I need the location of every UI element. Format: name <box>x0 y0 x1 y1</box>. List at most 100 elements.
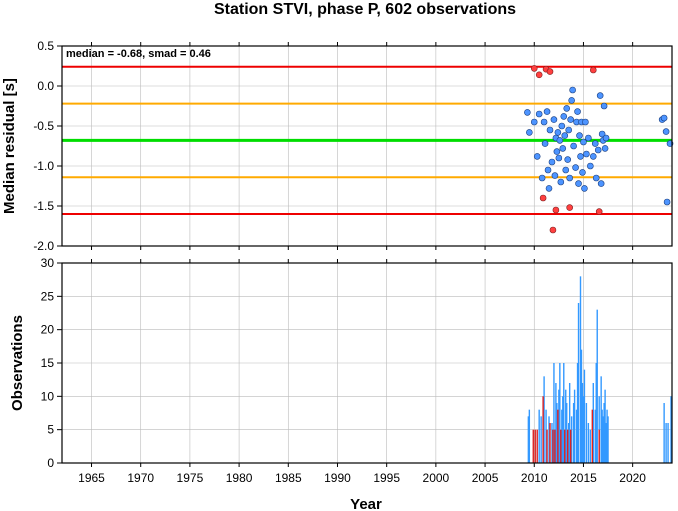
residual-point <box>555 154 563 162</box>
residual-point <box>575 180 582 187</box>
observation-bar <box>583 369 586 463</box>
x-tick-label: 1990 <box>324 471 351 485</box>
chart-title: Station STVI, phase P, 602 observations <box>214 1 516 18</box>
observation-bar <box>580 349 583 463</box>
residual-point <box>585 134 592 142</box>
residual-point <box>660 114 668 122</box>
residual-point <box>598 130 606 138</box>
observation-bar <box>605 423 607 463</box>
observation-bar <box>572 403 575 463</box>
observation-bar <box>670 396 672 463</box>
observation-bar <box>576 363 579 463</box>
residual-point <box>580 138 587 146</box>
residual-point <box>538 174 546 182</box>
residual-point <box>543 108 551 115</box>
residual-point <box>546 126 554 134</box>
observation-bar <box>553 363 555 463</box>
residual-y-tick-label: -1.5 <box>33 199 54 213</box>
residual-point <box>597 180 605 187</box>
plot-frame <box>61 262 673 464</box>
residual-point <box>553 148 561 155</box>
outlier-observation-bar <box>542 396 544 463</box>
residual-point <box>554 129 562 136</box>
x-tick-label: 1985 <box>275 471 302 485</box>
residual-point <box>600 102 608 110</box>
median-smad-annotation: median = -0.68, smad = 0.46 <box>66 48 211 60</box>
residual-point <box>596 92 604 99</box>
outlier-observation-bar <box>560 429 562 463</box>
residual-point <box>535 110 543 118</box>
observations-y-tick-label: 30 <box>41 256 55 270</box>
x-tick-label: 2015 <box>570 471 597 485</box>
residual-point <box>581 185 588 192</box>
observation-bar <box>565 389 567 463</box>
residual-point <box>577 153 584 160</box>
outlier-point <box>589 66 597 74</box>
outlier-point <box>546 68 554 75</box>
outlier-point <box>552 206 560 214</box>
x-tick-label: 1965 <box>78 471 105 485</box>
observation-bar <box>582 396 585 463</box>
outlier-observation-bar <box>532 429 534 463</box>
observation-bar <box>551 423 553 463</box>
outlier-point <box>566 204 573 211</box>
observation-bar <box>538 409 540 463</box>
residual-point <box>545 185 553 192</box>
observations-y-tick-label: 0 <box>47 456 54 470</box>
residual-point <box>572 164 579 171</box>
residual-point <box>589 153 597 160</box>
residual-y-tick-label: -0.5 <box>33 119 54 133</box>
observation-bar <box>540 416 542 463</box>
residual-point <box>583 150 590 158</box>
outlier-point <box>530 65 538 72</box>
outlier-observation-bar <box>557 409 559 463</box>
observation-bar <box>559 363 561 463</box>
observation-bar <box>594 409 596 463</box>
x-tick-label: 2000 <box>423 471 450 485</box>
outlier-point <box>539 194 547 202</box>
observations-y-tick-label: 15 <box>41 356 55 370</box>
residual-point <box>559 145 567 152</box>
observation-bar <box>561 409 563 463</box>
residual-y-tick-label: 0.0 <box>37 79 54 93</box>
residual-point <box>602 134 610 142</box>
residual-point <box>541 140 549 147</box>
observation-bar <box>577 303 580 463</box>
residual-y-tick-label: -1.0 <box>33 159 54 173</box>
outlier-observation-bar <box>564 429 566 463</box>
observation-bar <box>596 309 598 463</box>
residual-point <box>594 146 602 154</box>
x-tick-label: 2010 <box>521 471 548 485</box>
observations-y-axis-label: Observations <box>9 315 26 411</box>
x-tick-label: 2020 <box>619 471 646 485</box>
x-tick-label: 2005 <box>472 471 499 485</box>
residual-y-tick-label: -2.0 <box>33 239 54 253</box>
observation-bar <box>567 423 570 463</box>
observation-bar <box>601 409 603 463</box>
residual-point <box>526 129 533 136</box>
observation-bar <box>570 416 573 463</box>
residual-point <box>576 132 583 139</box>
observation-bar <box>556 403 558 463</box>
residual-point <box>663 198 671 206</box>
outlier-observation-bar <box>549 423 551 463</box>
residual-panel: 0.5 0.0 -0.5 -1.0 -1.5 -2.0 <box>33 39 674 253</box>
observations-y-tick-label: 25 <box>41 289 55 303</box>
residual-point <box>560 113 568 120</box>
outlier-observation-bar <box>534 429 536 463</box>
residual-point <box>662 128 670 135</box>
residual-point <box>569 86 576 94</box>
observations-y-tick-label: 20 <box>41 323 55 337</box>
observation-bar <box>548 416 550 463</box>
residual-point <box>558 122 566 130</box>
residual-point <box>564 156 572 163</box>
outlier-point <box>595 208 603 215</box>
observation-bar <box>604 389 606 463</box>
observation-bar <box>667 423 669 463</box>
observation-bar <box>568 383 571 463</box>
observation-bar <box>555 383 557 463</box>
outlier-observation-bar <box>554 429 556 463</box>
observation-bar <box>558 389 560 463</box>
